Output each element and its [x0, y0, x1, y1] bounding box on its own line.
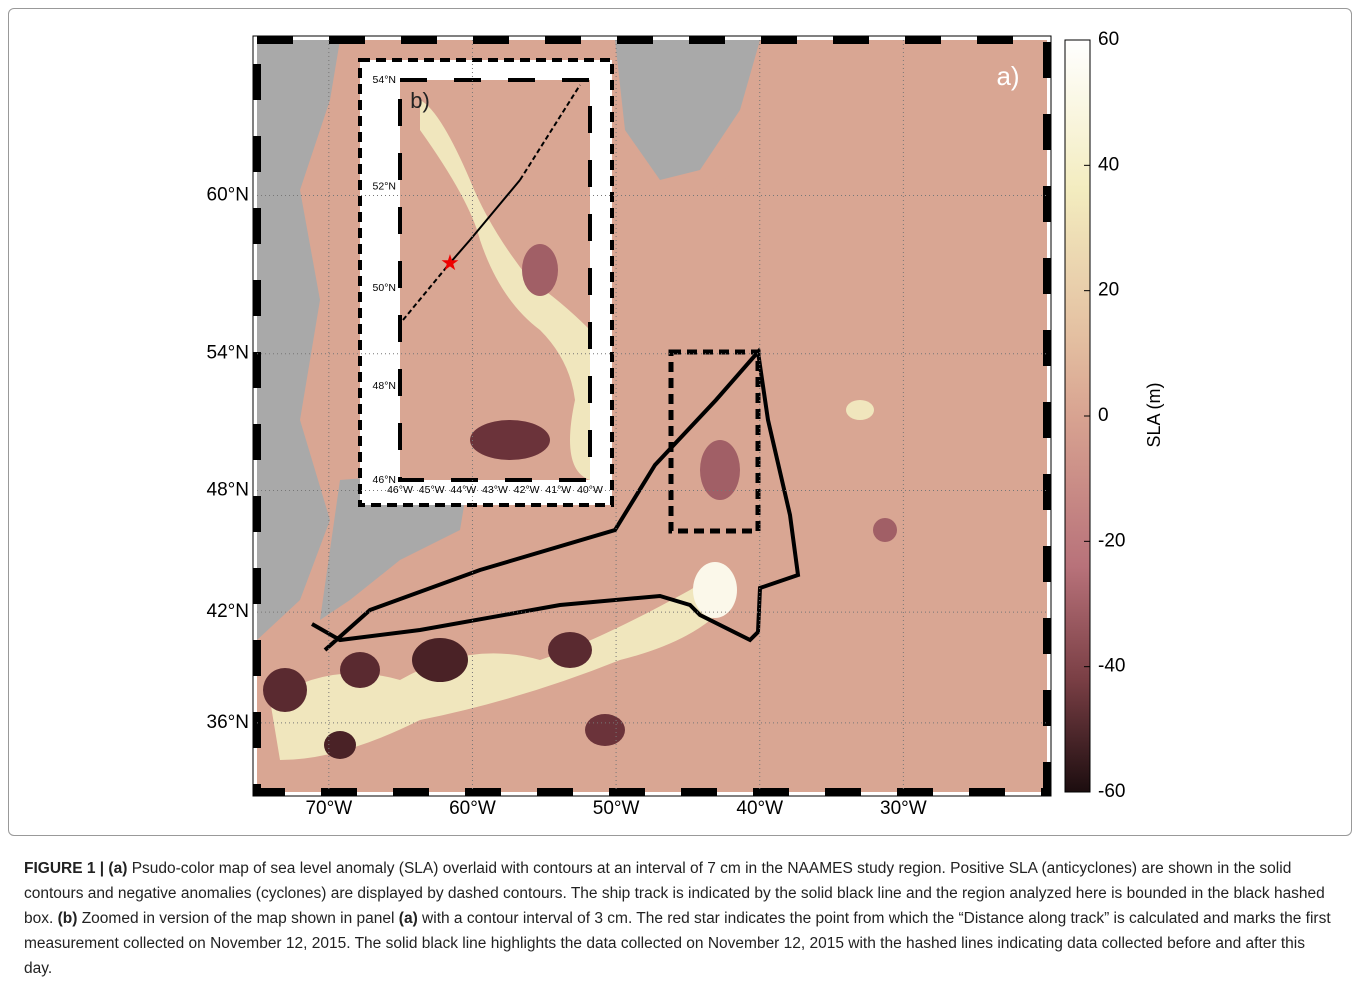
lat-tick-label: 50°N: [373, 282, 396, 294]
lat-tick-label: 48°N: [207, 480, 249, 501]
figure: ★ a) b) SLA (m) 60°N 54°N 48°N 42°N 36°N 70°W…: [0, 0, 1360, 840]
colorbar-tick-label: 40: [1098, 154, 1119, 175]
colorbar-tick-label: 60: [1098, 29, 1119, 50]
colorbar-tick-label: -20: [1098, 530, 1125, 551]
lat-tick-label: 48°N: [373, 380, 396, 392]
lon-tick-label: 41°W: [545, 484, 571, 496]
lon-tick-label: 46°W: [387, 484, 413, 496]
panel-label: a): [996, 61, 1019, 91]
lon-tick-label: 30°W: [880, 798, 927, 819]
lat-tick-label: 54°N: [207, 343, 249, 364]
lat-tick-label: 36°N: [207, 712, 249, 733]
caption-text: (b): [58, 910, 78, 927]
lat-tick-label: 54°N: [373, 74, 396, 86]
colorbar-tick-label: -60: [1098, 781, 1125, 802]
caption: FIGURE 1 | (a) Psudo-color map of sea le…: [24, 856, 1334, 981]
colorbar-tick-label: -40: [1098, 656, 1125, 677]
lat-tick-label: 52°N: [373, 180, 396, 192]
lat-tick-label: 42°N: [207, 601, 249, 622]
lon-tick-label: 45°W: [419, 484, 445, 496]
lat-tick-label: 60°N: [207, 185, 249, 206]
lon-tick-label: 44°W: [450, 484, 476, 496]
colorbar-label: SLA (m): [1144, 382, 1164, 447]
page: ★ a) b) SLA (m) 60°N 54°N 48°N 42°N 36°N 70°W…: [0, 0, 1360, 988]
caption-text: (a): [399, 910, 418, 927]
lon-tick-label: 40°W: [577, 484, 603, 496]
inset: ★: [360, 60, 612, 505]
colorbar-tick-label: 20: [1098, 280, 1119, 301]
caption-text: FIGURE 1 | (a): [24, 860, 127, 877]
lon-tick-label: 60°W: [449, 798, 496, 819]
lon-tick-label: 43°W: [482, 484, 508, 496]
lon-tick-label: 70°W: [305, 798, 352, 819]
svg-text:★: ★: [440, 250, 460, 275]
lon-tick-label: 40°W: [736, 798, 783, 819]
caption-text: Zoomed in version of the map shown in pa…: [77, 910, 398, 927]
colorbar-tick-label: 0: [1098, 405, 1109, 426]
lon-tick-label: 42°W: [514, 484, 540, 496]
lon-tick-label: 50°W: [593, 798, 640, 819]
panel-label: b): [410, 88, 430, 113]
